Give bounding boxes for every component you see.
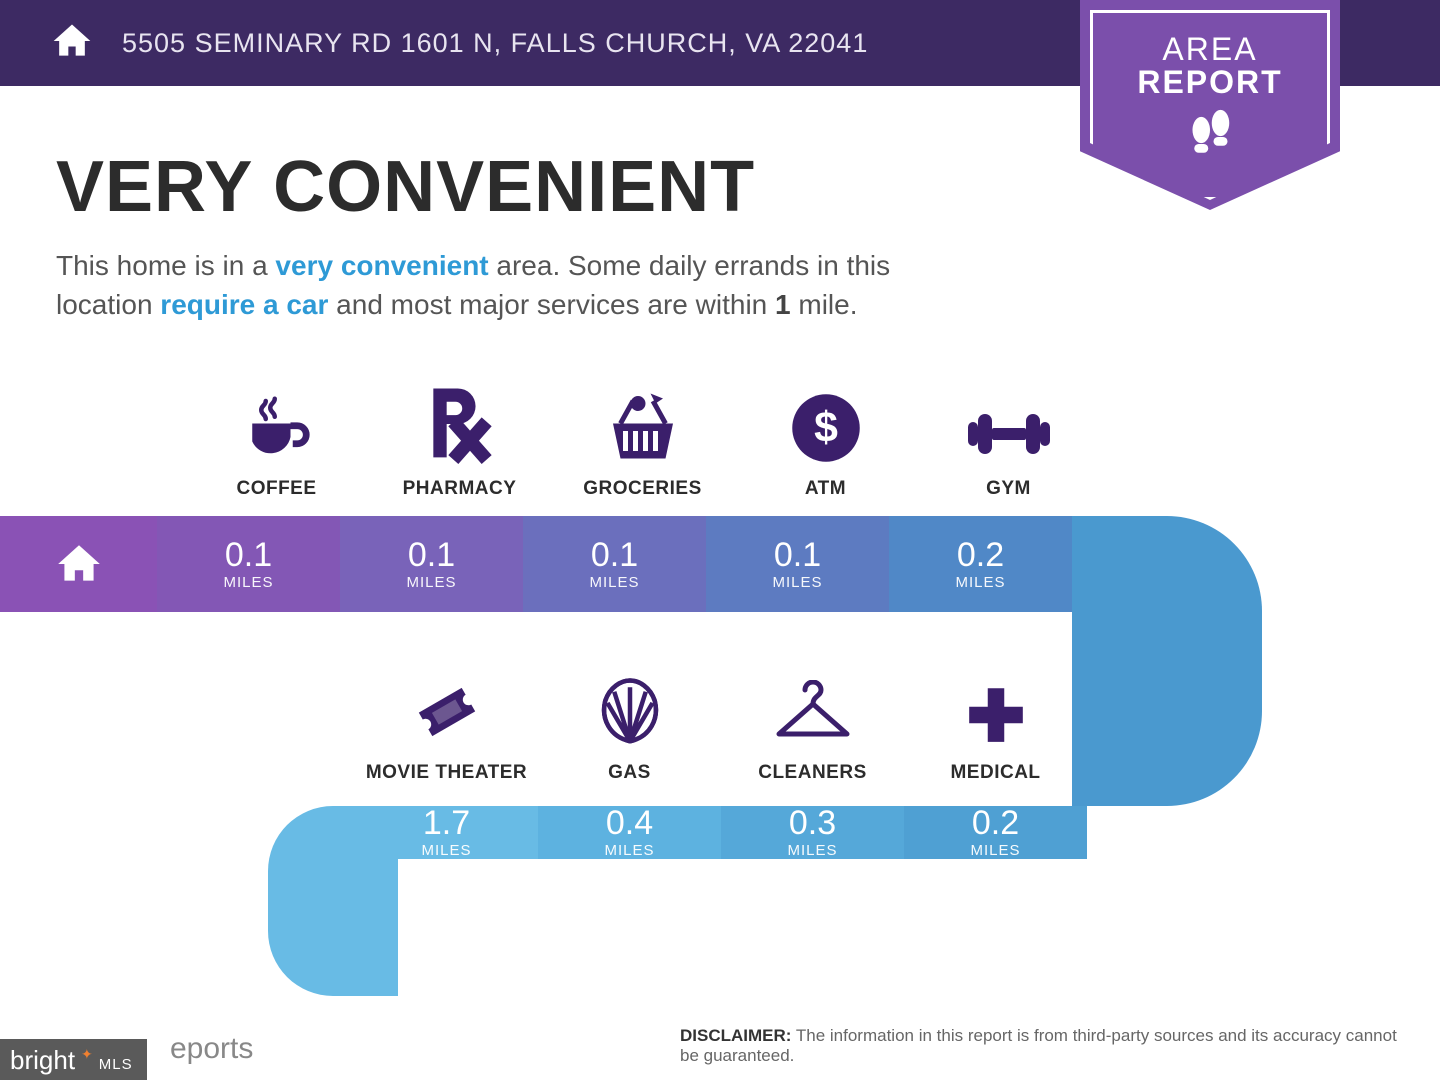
road-cell: 0.1MILES [340,516,523,612]
star-icon: ✦ [81,1046,93,1063]
amenity-movie: MOVIE THEATER [355,666,538,784]
ticket-icon [355,666,538,748]
amenities-row-2: MOVIE THEATER GAS CLEANERS [355,666,1087,784]
cross-icon [904,666,1087,748]
amenity-label: MEDICAL [904,762,1087,784]
road-cell: 0.2MILES [889,516,1072,612]
amenity-pharmacy: PHARMACY [368,382,551,500]
subheadline: This home is in a very convenient area. … [56,246,936,324]
amenity-gym: GYM [917,382,1100,500]
address-text: 5505 SEMINARY RD 1601 N, FALLS CHURCH, V… [122,28,868,59]
road-top: 0.1MILES0.1MILES0.1MILES0.1MILES0.2MILES [0,516,1440,612]
amenities-row-1: COFFEE PHARMACY GROCERIES $ [0,382,1440,500]
watermark-brand: bright [10,1045,75,1076]
amenity-label: ATM [734,478,917,500]
badge-line2: REPORT [1137,64,1282,101]
reports-label: eports [170,1032,253,1066]
footer: eports DISCLAIMER: The information in th… [0,1026,1440,1066]
amenity-gas: GAS [538,666,721,784]
home-icon [50,19,94,68]
distance-road: 0.1MILES0.1MILES0.1MILES0.1MILES0.2MILES… [0,516,1440,926]
disclaimer: DISCLAIMER: The information in this repo… [680,1026,1400,1066]
road-bottom: 1.7MILES0.4MILES0.3MILES0.2MILES [355,806,1087,859]
shell-icon [538,666,721,748]
dollar-icon: $ [734,382,917,464]
amenity-label: GAS [538,762,721,784]
coffee-icon [185,382,368,464]
svg-text:$: $ [814,404,838,452]
amenity-label: COFFEE [185,478,368,500]
rx-icon [368,382,551,464]
amenity-groceries: GROCERIES [551,382,734,500]
amenity-label: MOVIE THEATER [355,762,538,784]
dumbbell-icon [917,382,1100,464]
basket-icon [551,382,734,464]
amenity-coffee: COFFEE [185,382,368,500]
road-cell: 0.1MILES [706,516,889,612]
hanger-icon [721,666,904,748]
road-cell: 0.2MILES [904,806,1087,859]
area-report-badge: AREA REPORT [1080,0,1340,210]
road-home-icon [0,516,157,612]
amenity-atm: $ ATM [734,382,917,500]
amenity-medical: MEDICAL [904,666,1087,784]
bright-mls-watermark: bright ✦ MLS [0,1039,147,1080]
watermark-suffix: MLS [99,1056,133,1073]
road-cell: 0.4MILES [538,806,721,859]
badge-line1: AREA [1162,31,1257,68]
road-cell: 1.7MILES [355,806,538,859]
amenity-label: GYM [917,478,1100,500]
road-cell: 0.1MILES [523,516,706,612]
road-cell: 0.3MILES [721,806,904,859]
amenity-label: CLEANERS [721,762,904,784]
road-cell: 0.1MILES [157,516,340,612]
amenity-label: PHARMACY [368,478,551,500]
amenity-cleaners: CLEANERS [721,666,904,784]
amenity-label: GROCERIES [551,478,734,500]
footprints-icon [1182,109,1238,170]
